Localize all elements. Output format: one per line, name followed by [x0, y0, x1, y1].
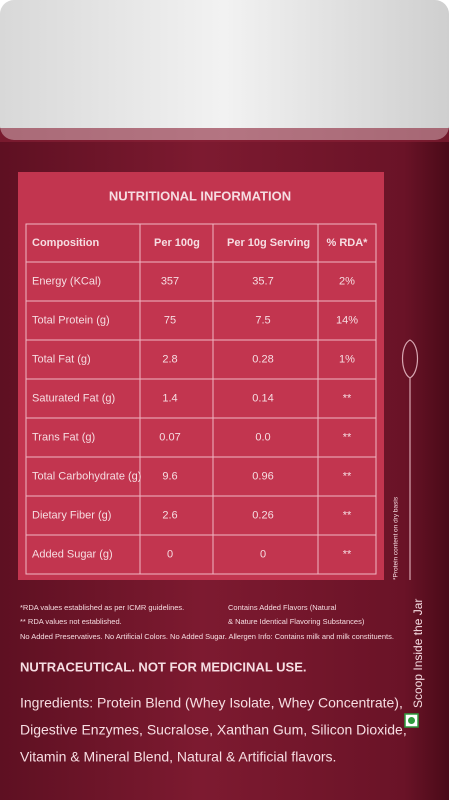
table-title: NUTRITIONAL INFORMATION	[109, 188, 291, 203]
table-cell: **	[343, 470, 352, 482]
table-cell: 0.0	[255, 431, 270, 443]
table-cell: 2.8	[162, 353, 177, 365]
table-panel	[18, 172, 384, 580]
footnote: *RDA values established as per ICMR guid…	[20, 603, 184, 612]
table-cell: **	[343, 431, 352, 443]
table-cell: Trans Fat (g)	[32, 431, 95, 443]
table-cell: 1%	[339, 353, 355, 365]
header-cell: Composition	[32, 237, 99, 249]
table-cell: Added Sugar (g)	[32, 548, 113, 560]
header-cell: Per 10g Serving	[227, 237, 310, 249]
table-border	[25, 223, 377, 575]
table-cell: Energy (KCal)	[32, 275, 101, 287]
table-cell: 35.7	[252, 275, 273, 287]
table-cell: 0.26	[252, 509, 273, 521]
header-cell: % RDA*	[327, 237, 369, 249]
table-cell: 0.96	[252, 470, 273, 482]
table-cell: Total Protein (g)	[32, 314, 110, 326]
disclaimer: NUTRACEUTICAL. NOT FOR MEDICINAL USE.	[20, 659, 306, 674]
footnote: ** RDA values not established.	[20, 617, 122, 626]
table-cell: 1.4	[162, 392, 177, 404]
table-cell: 14%	[336, 314, 358, 326]
nutrition-table: Composition Per 100g Per 10g Serving % RDA*…	[25, 223, 377, 575]
table-cell: Total Carbohydrate (g)	[32, 470, 141, 482]
table-cell: 0	[167, 548, 173, 560]
table-cell: 75	[164, 314, 176, 326]
table-cell: 2.6	[162, 509, 177, 521]
table-cell: 0.28	[252, 353, 273, 365]
ingredients-line: Ingredients: Protein Blend (Whey Isolate…	[20, 695, 403, 711]
table-cell: 2%	[339, 275, 355, 287]
table-cell: 0.14	[252, 392, 273, 404]
flavor-note: & Nature Identical Flavoring Substances)	[228, 617, 365, 626]
table-cell: 7.5	[255, 314, 270, 326]
scoop-note: Scoop Inside the Jar	[411, 599, 425, 708]
ingredients-line: Digestive Enzymes, Sucralose, Xanthan Gu…	[20, 722, 407, 738]
allergen-note: No Added Preservatives. No Artificial Co…	[20, 632, 394, 641]
table-cell: **	[343, 392, 352, 404]
table-cell: 0.07	[159, 431, 180, 443]
header-cell: Per 100g	[154, 237, 200, 249]
table-cell: 0	[260, 548, 266, 560]
veg-dot	[408, 717, 415, 724]
table-cell: Dietary Fiber (g)	[32, 509, 111, 521]
table-cell: 357	[161, 275, 179, 287]
table-cell: Saturated Fat (g)	[32, 392, 115, 404]
table-cell: 9.6	[162, 470, 177, 482]
table-cell: **	[343, 509, 352, 521]
lid-rim	[0, 128, 449, 142]
table-cell: Total Fat (g)	[32, 353, 91, 365]
ingredients-line: Vitamin & Mineral Blend, Natural & Artif…	[20, 749, 336, 765]
table-cell: **	[343, 548, 352, 560]
spoon-outline	[401, 339, 419, 580]
protein-note: *Protein content on dry basis	[393, 496, 400, 580]
flavor-note: Contains Added Flavors (Natural	[228, 603, 337, 612]
jar-lid	[0, 0, 449, 140]
